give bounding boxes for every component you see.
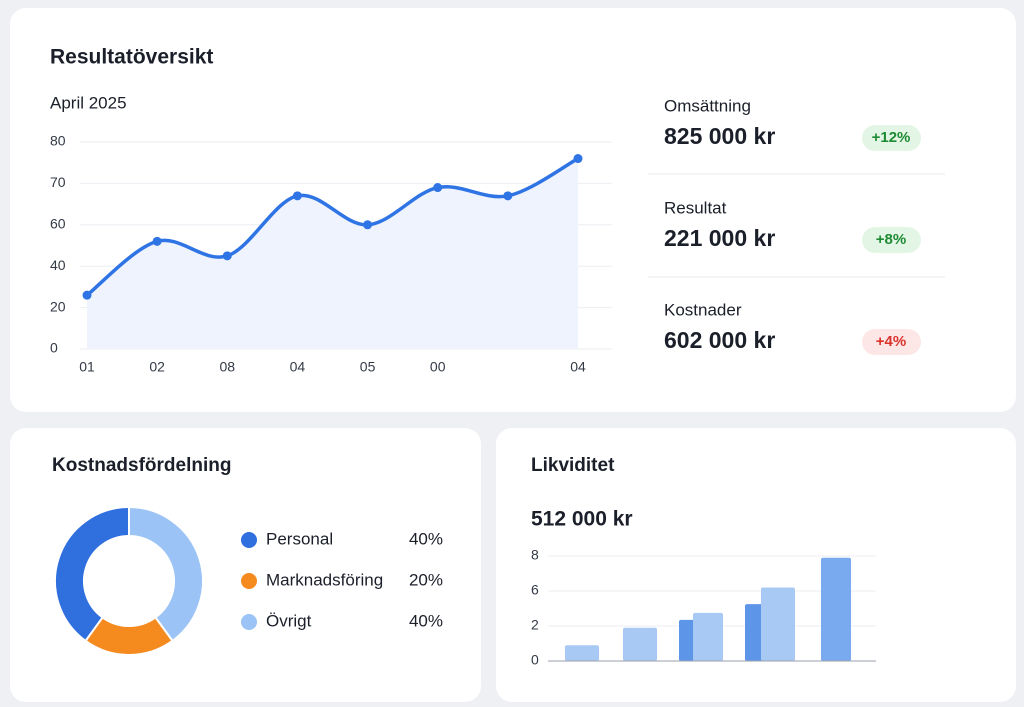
point	[152, 236, 162, 246]
kpi-label: Kostnader	[664, 300, 742, 319]
kpi-change: +4%	[876, 333, 906, 350]
costs-title: Kostnadsfördelning	[52, 455, 231, 476]
point	[503, 191, 513, 201]
point	[573, 154, 583, 164]
kpi-badge	[862, 227, 921, 253]
value-label: 40%	[409, 611, 443, 630]
donut-segment	[128, 505, 204, 643]
y-tick-label: 2	[531, 617, 539, 633]
kpi-label: Omsättning	[664, 96, 751, 115]
point	[363, 220, 373, 230]
x-tick-label: 00	[430, 359, 446, 375]
kpi-badge	[862, 125, 921, 151]
y-tick-label: 0	[50, 340, 58, 356]
kpi-value: 602 000 kr	[664, 327, 775, 353]
y-tick-label: 60	[50, 216, 66, 232]
y-tick-label: 8	[531, 547, 539, 563]
y-tick-label: 70	[50, 174, 66, 190]
legend-dot	[241, 573, 257, 589]
kpi-value: 825 000 kr	[664, 123, 775, 149]
x-tick-label: 02	[149, 359, 165, 375]
legend-label: Personal	[266, 529, 333, 548]
overview-title: Resultatöversikt	[50, 46, 213, 69]
x-tick-label: 04	[570, 359, 586, 375]
bar	[565, 645, 599, 661]
bar	[693, 612, 723, 661]
value-label: 20%	[409, 570, 443, 589]
point	[433, 183, 443, 193]
donut-segment	[54, 505, 130, 643]
kpi-value: 221 000 kr	[664, 225, 775, 251]
legend-label: Marknadsföring	[266, 570, 383, 589]
x-tick-label: 04	[290, 359, 306, 375]
liquidity-value: 512 000 kr	[531, 508, 633, 531]
x-tick-label: 08	[219, 359, 235, 375]
kpi-badge	[862, 329, 921, 355]
kpi-change: +8%	[876, 231, 906, 248]
bar	[761, 587, 795, 661]
overview-subtitle: April 2025	[50, 93, 127, 112]
x-tick-label: 01	[79, 359, 95, 375]
x-tick-label: 05	[360, 359, 376, 375]
line	[85, 157, 579, 297]
value-label: 40%	[409, 529, 443, 548]
y-tick-label: 6	[531, 582, 539, 598]
kpi-label: Resultat	[664, 198, 727, 217]
y-tick-label: 0	[531, 652, 539, 668]
y-tick-label: 20	[50, 298, 66, 314]
y-tick-label: 80	[50, 133, 66, 149]
bar	[821, 557, 851, 661]
point	[82, 290, 92, 300]
area	[87, 158, 578, 349]
y-tick-label: 40	[50, 257, 66, 273]
point	[222, 251, 232, 261]
legend-dot	[241, 532, 257, 548]
kpi-change: +12%	[872, 129, 911, 146]
legend-label: Övrigt	[266, 611, 312, 630]
legend-dot	[241, 614, 257, 630]
point	[292, 191, 302, 201]
bar	[623, 627, 657, 661]
liquidity-title: Likviditet	[531, 455, 615, 476]
